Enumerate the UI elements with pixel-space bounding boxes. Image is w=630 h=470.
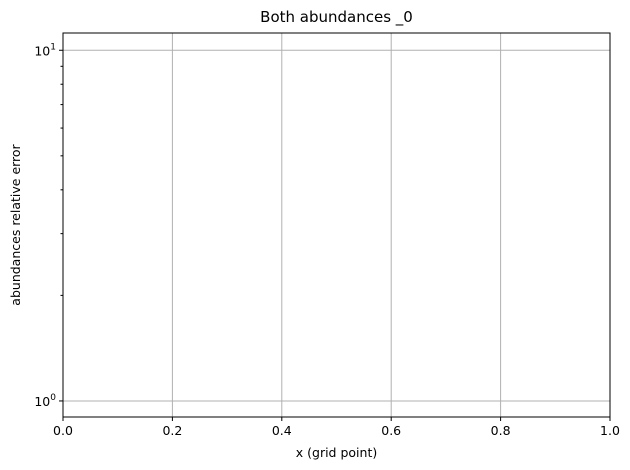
x-tick-label: 0.6 [381,423,401,438]
chart-title: Both abundances _0 [260,8,413,27]
y-axis-label: abundances relative error [8,143,23,305]
x-tick-label: 1.0 [600,423,620,438]
y-tick-label: 101 [34,42,56,58]
plot-area [63,33,610,417]
axes-frame [62,32,611,418]
axis-ticks: 0.0 0.2 0.4 0.6 0.8 1.0 100 101 [34,42,620,438]
x-tick-label: 0.2 [162,423,182,438]
x-axis-label: x (grid point) [296,445,377,460]
x-tick-label: 0.4 [272,423,292,438]
grid-lines [63,33,610,417]
y-tick-label: 100 [34,393,56,409]
x-tick-label: 0.0 [53,423,73,438]
x-tick-label: 0.8 [491,423,511,438]
